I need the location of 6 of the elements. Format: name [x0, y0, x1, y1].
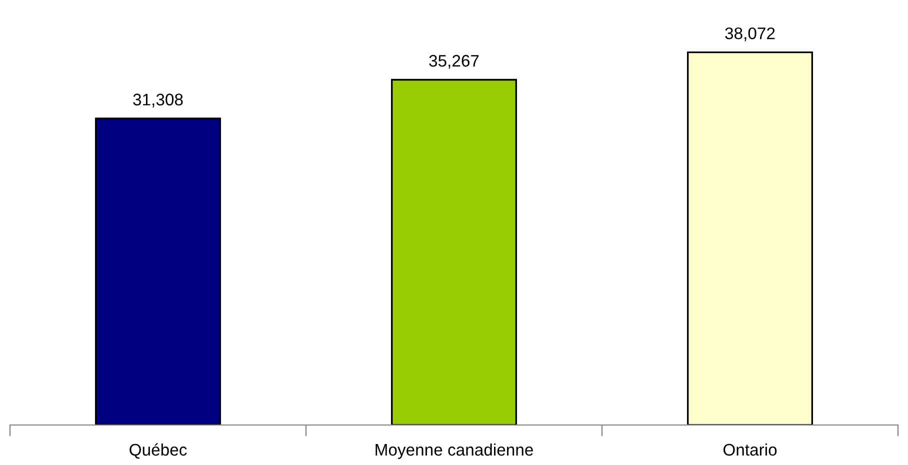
data-label: 31,308 — [133, 94, 183, 108]
x-tick-label: Ontario — [723, 443, 777, 456]
x-tick-label: Québec — [130, 443, 187, 459]
x-tick-label: Moyenne canadienne — [376, 443, 533, 459]
data-label: 35,267 — [429, 54, 479, 69]
data-label: 38,072 — [725, 27, 775, 42]
